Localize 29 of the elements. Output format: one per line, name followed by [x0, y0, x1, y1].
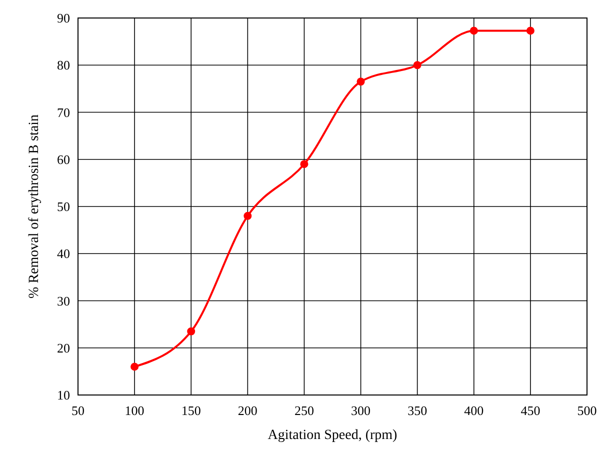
x-tick-label: 150 [181, 403, 201, 418]
y-axis-title: % Removal of erythrosin B stain [27, 114, 42, 298]
point [187, 327, 196, 336]
point [300, 160, 308, 168]
y-tick-label: 80 [57, 58, 70, 73]
y-tick-label: 30 [57, 293, 70, 308]
point [130, 362, 139, 371]
x-tick-label: 250 [294, 403, 314, 418]
y-tick-label: 40 [57, 246, 70, 262]
x-tick-label: 200 [238, 403, 258, 418]
y-tick-label: 60 [57, 152, 70, 167]
y-tick-label: 70 [57, 104, 70, 120]
x-axis-title: Agitation Speed, (rpm) [268, 428, 398, 443]
y-tick-label: 10 [57, 388, 70, 402]
point [470, 26, 478, 35]
x-tick-label: 300 [351, 403, 371, 418]
point [413, 61, 422, 70]
x-tick-label: 100 [124, 403, 144, 418]
y-tick-label: 20 [57, 340, 70, 356]
x-tick-label: 350 [408, 403, 428, 418]
y-tick-label: 90 [57, 10, 70, 26]
point [244, 212, 252, 220]
x-tick-label: 500 [577, 403, 597, 418]
x-tick-label: 50 [72, 403, 84, 418]
point [356, 78, 365, 86]
x-tick-label: 400 [464, 403, 484, 418]
x-tick-label: 450 [520, 403, 540, 418]
point [526, 26, 534, 35]
y-tick-label: 50 [57, 199, 70, 214]
